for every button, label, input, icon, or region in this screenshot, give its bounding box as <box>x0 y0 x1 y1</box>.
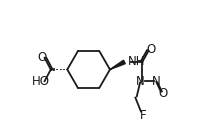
Text: O: O <box>146 43 156 56</box>
Text: O: O <box>159 87 168 100</box>
Polygon shape <box>110 60 125 70</box>
Text: N: N <box>152 75 160 88</box>
Text: O: O <box>37 51 46 64</box>
Text: NH: NH <box>128 55 146 68</box>
Text: F: F <box>140 109 146 122</box>
Text: HO: HO <box>32 75 50 88</box>
Text: N: N <box>135 75 144 88</box>
